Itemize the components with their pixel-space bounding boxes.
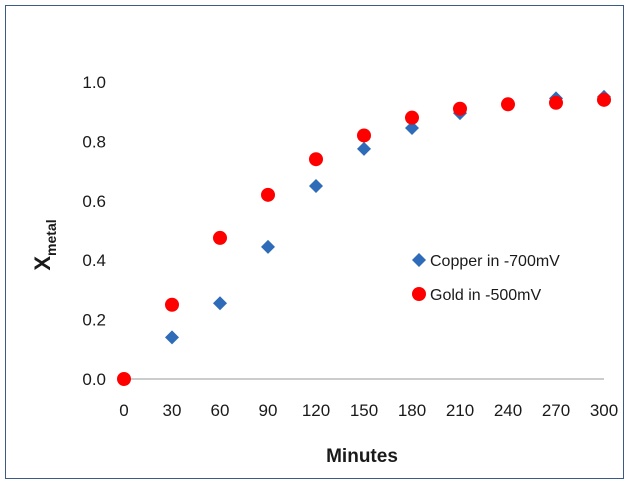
x-tick-labels: 0 30 60 90 120 150 180 210 240 270 300 xyxy=(119,401,618,420)
y-tick-label: 0.4 xyxy=(82,251,106,270)
gold-point xyxy=(117,372,131,386)
copper-point xyxy=(165,330,179,345)
copper-point xyxy=(261,239,275,254)
gold-point xyxy=(261,187,275,202)
x-tick-label: 150 xyxy=(350,401,378,420)
y-axis-title-sub: metal xyxy=(43,219,59,256)
series-gold xyxy=(117,92,611,386)
x-tick-label: 300 xyxy=(590,401,618,420)
data-points xyxy=(117,89,611,386)
x-tick-label: 60 xyxy=(211,401,230,420)
chart-frame xyxy=(5,5,624,479)
y-tick-label: 0.8 xyxy=(82,132,106,151)
gold-point xyxy=(213,230,227,245)
y-tick-label: 0.6 xyxy=(82,192,106,211)
y-axis-title: Xmetal xyxy=(30,219,59,270)
x-tick-label: 0 xyxy=(119,401,128,420)
legend: Copper in -700mV Gold in -500mV xyxy=(412,253,560,304)
x-tick-label: 240 xyxy=(494,401,522,420)
gold-point xyxy=(357,128,371,143)
gold-point xyxy=(453,101,467,116)
x-tick-label: 120 xyxy=(302,401,330,420)
x-tick-label: 90 xyxy=(259,401,278,420)
copper-point xyxy=(357,141,371,156)
copper-point xyxy=(213,296,227,311)
y-tick-labels: 0.0 0.2 0.4 0.6 0.8 1.0 xyxy=(82,73,106,389)
y-axis-title-main: X xyxy=(30,256,55,271)
legend-item-gold: Gold in -500mV xyxy=(412,287,541,304)
y-tick-label: 0.0 xyxy=(82,370,106,389)
legend-label-copper: Copper in -700mV xyxy=(430,253,560,270)
copper-point xyxy=(309,178,323,193)
gold-point xyxy=(501,97,515,112)
gold-point xyxy=(597,92,611,107)
copper-point xyxy=(405,121,419,136)
gold-point xyxy=(309,152,323,167)
x-tick-label: 270 xyxy=(542,401,570,420)
x-tick-label: 180 xyxy=(398,401,426,420)
gold-point xyxy=(165,297,179,312)
gold-point xyxy=(549,95,563,110)
x-tick-label: 30 xyxy=(163,401,182,420)
x-axis-title: Minutes xyxy=(326,446,398,467)
legend-item-copper: Copper in -700mV xyxy=(412,253,560,270)
legend-marker-gold xyxy=(412,287,426,301)
legend-label-gold: Gold in -500mV xyxy=(430,287,541,304)
legend-marker-copper xyxy=(412,253,426,267)
y-tick-label: 1.0 xyxy=(82,73,106,92)
gold-point xyxy=(405,110,419,125)
x-tick-label: 210 xyxy=(446,401,474,420)
y-tick-label: 0.2 xyxy=(82,311,106,330)
